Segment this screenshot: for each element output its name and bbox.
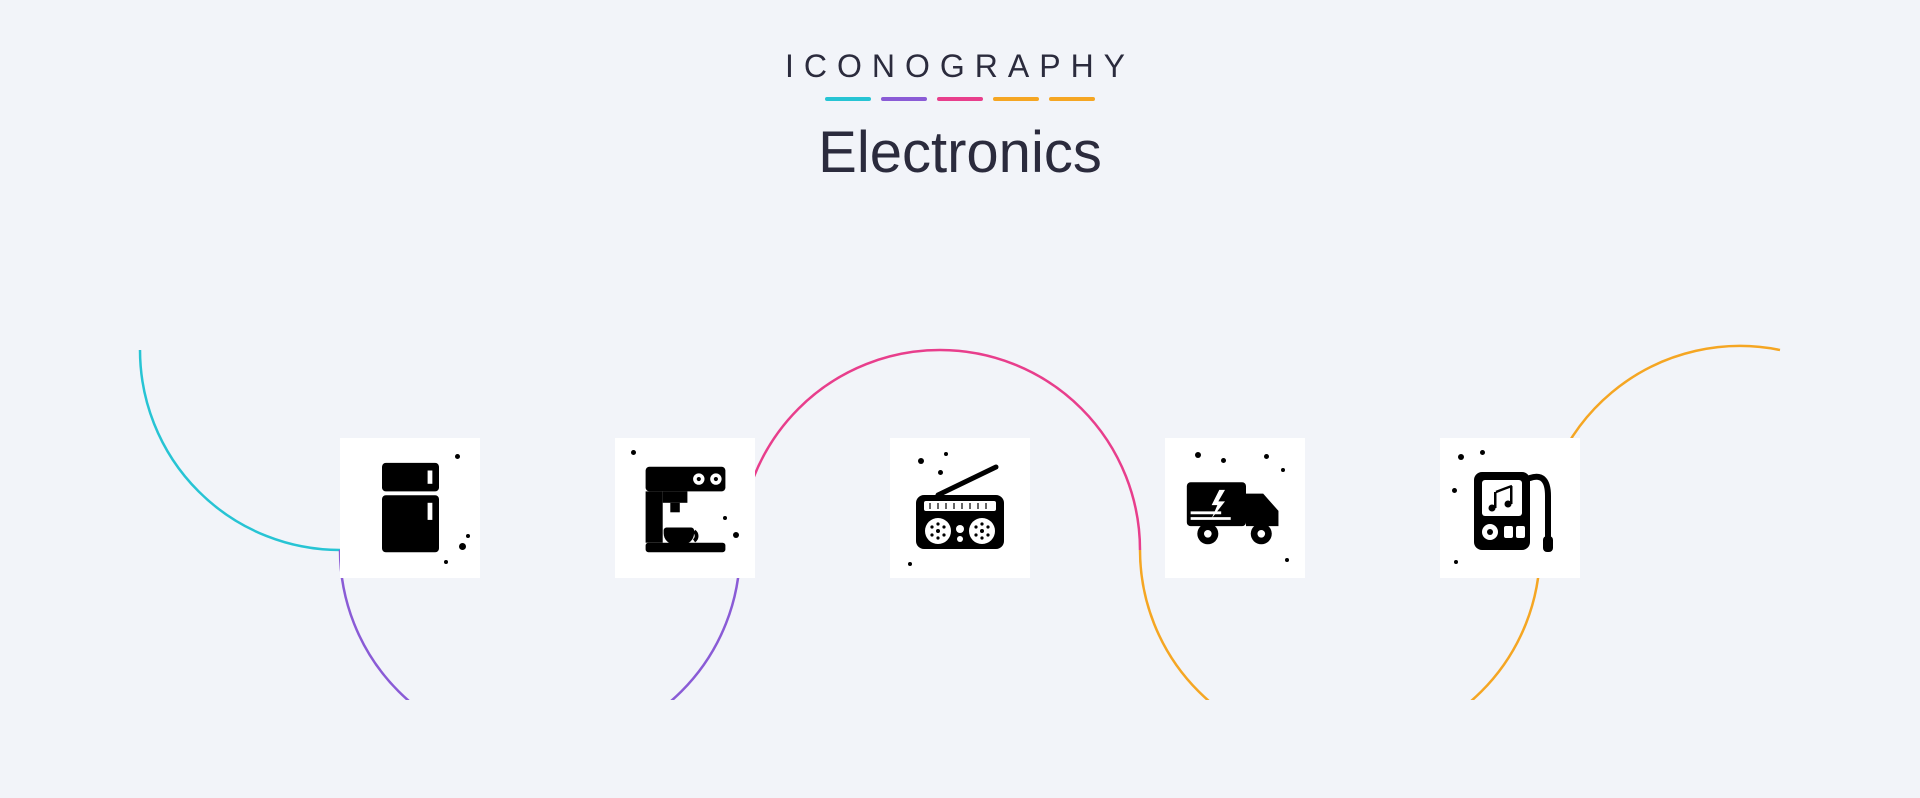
icon-card-coffee-machine [615, 438, 755, 578]
electric-truck-icon [1175, 448, 1295, 568]
underline-2 [881, 97, 927, 101]
coffee-machine-icon [625, 448, 745, 568]
mp3-player-icon [1450, 448, 1570, 568]
underline-group [0, 97, 1920, 101]
icon-card-electric-truck [1165, 438, 1305, 578]
icon-card-refrigerator [340, 438, 480, 578]
icon-card-radio [890, 438, 1030, 578]
radio-icon [900, 448, 1020, 568]
icons-row [0, 438, 1920, 578]
underline-4 [993, 97, 1039, 101]
subtitle: Electronics [0, 119, 1920, 186]
underline-3 [937, 97, 983, 101]
underline-1 [825, 97, 871, 101]
refrigerator-icon [350, 448, 470, 568]
brand-title: ICONOGRAPHY [0, 48, 1920, 85]
header: ICONOGRAPHY Electronics [0, 48, 1920, 186]
icon-card-mp3-player [1440, 438, 1580, 578]
underline-5 [1049, 97, 1095, 101]
